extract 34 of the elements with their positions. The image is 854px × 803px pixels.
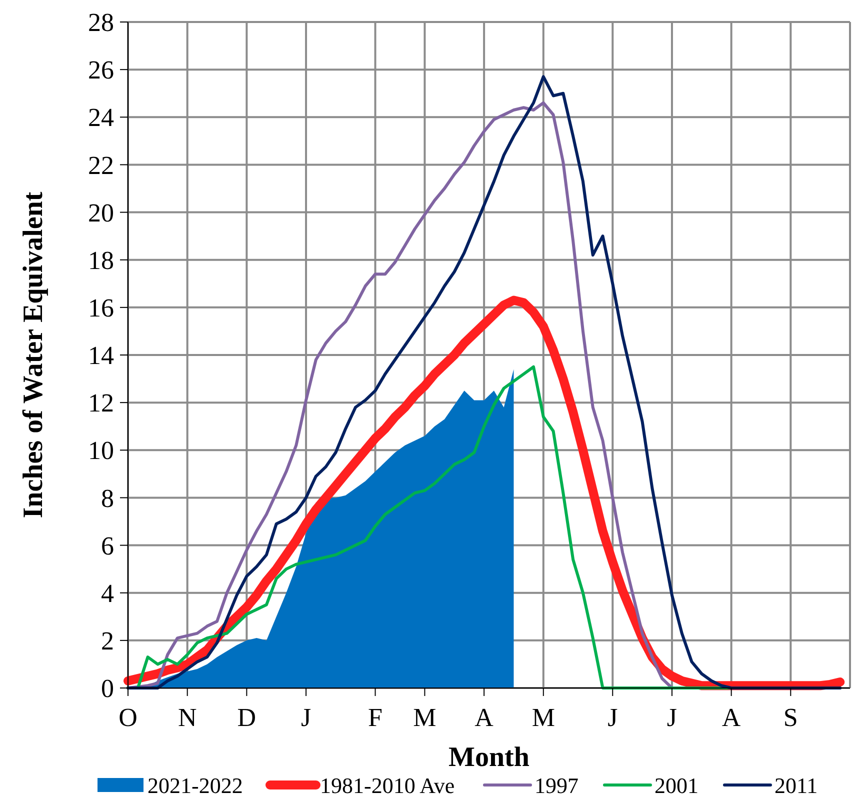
x-tick-label: A: [722, 703, 741, 732]
y-tick-label: 12: [88, 388, 114, 418]
y-tick-label: 26: [88, 56, 114, 85]
x-tick-label: O: [118, 703, 138, 732]
y-axis-title: Inches of Water Equivalent: [18, 191, 49, 518]
legend-label: 1997: [534, 773, 578, 798]
x-tick-label: D: [237, 703, 256, 732]
x-tick-label: N: [178, 703, 197, 732]
legend-label: 1981-2010 Ave: [320, 773, 455, 798]
x-tick-label: F: [368, 703, 382, 732]
y-tick-label: 4: [101, 578, 114, 608]
y-tick-label: 24: [88, 103, 114, 132]
x-tick-label: J: [608, 703, 618, 732]
x-tick-label: M: [532, 703, 555, 732]
legend-label: 2021-2022: [148, 773, 243, 798]
legend-label: 2001: [654, 773, 698, 798]
x-tick-label: S: [783, 703, 798, 732]
y-tick-label: 28: [88, 8, 114, 38]
y-tick-label: 16: [88, 294, 114, 323]
y-tick-label: 18: [88, 246, 114, 275]
y-tick-label: 8: [101, 484, 114, 513]
y-tick-label: 22: [88, 150, 114, 180]
y-tick-label: 0: [101, 674, 114, 704]
y-tick-label: 6: [101, 531, 114, 560]
x-tick-label: A: [474, 703, 494, 732]
x-tick-label: J: [666, 703, 678, 732]
y-tick-label: 2: [101, 626, 114, 656]
y-tick-label: 14: [88, 341, 114, 370]
y-tick-label: 10: [88, 436, 114, 466]
x-tick-label: M: [413, 703, 436, 732]
legend-label: 2011: [774, 773, 818, 798]
x-tick-label: J: [300, 703, 312, 732]
y-tick-label: 20: [88, 198, 114, 228]
x-axis-title: Month: [448, 742, 530, 773]
